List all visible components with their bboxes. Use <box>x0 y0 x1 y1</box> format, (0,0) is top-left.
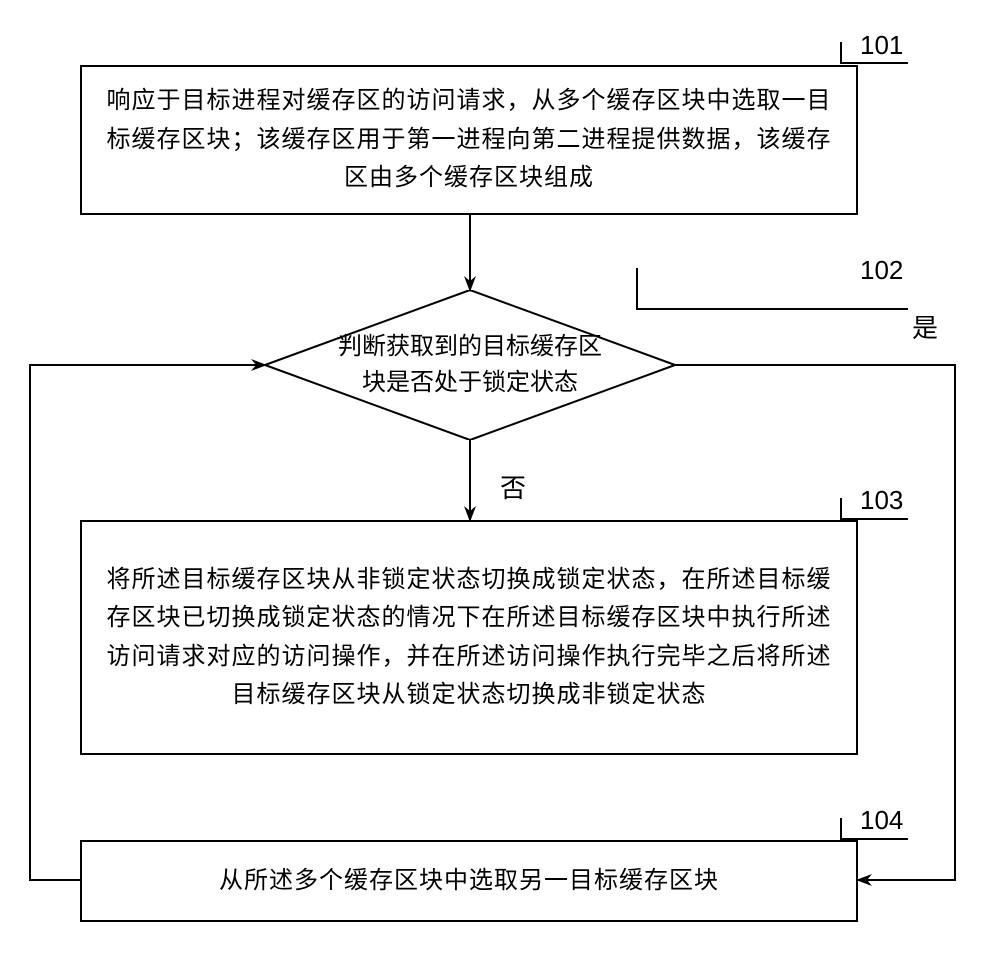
edge-label-no: 否 <box>500 468 526 505</box>
ref-label-104: 104 <box>860 805 903 836</box>
decision-102: 判断获取到的目标缓存区块是否处于锁定状态 <box>265 290 675 440</box>
process-text-103: 将所述目标缓存区块从非锁定状态切换成锁定状态，在所述目标缓存区块已切换成锁定状态… <box>102 561 836 715</box>
process-text-101: 响应于目标进程对缓存区的访问请求，从多个缓存区块中选取一目标缓存区块；该缓存区用… <box>102 82 836 197</box>
ref-label-103: 103 <box>860 485 903 516</box>
process-text-104: 从所述多个缓存区块中选取另一目标缓存区块 <box>219 862 719 900</box>
process-box-104: 从所述多个缓存区块中选取另一目标缓存区块 <box>80 840 858 922</box>
ref-label-102: 102 <box>860 255 903 286</box>
process-box-103: 将所述目标缓存区块从非锁定状态切换成锁定状态，在所述目标缓存区块已切换成锁定状态… <box>80 520 858 755</box>
edge-label-yes: 是 <box>912 308 938 345</box>
process-box-101: 响应于目标进程对缓存区的访问请求，从多个缓存区块中选取一目标缓存区块；该缓存区用… <box>80 65 858 215</box>
decision-text-span-102: 判断获取到的目标缓存区块是否处于锁定状态 <box>330 329 610 401</box>
ref-label-101: 101 <box>860 30 903 61</box>
decision-text-102: 判断获取到的目标缓存区块是否处于锁定状态 <box>265 290 675 440</box>
